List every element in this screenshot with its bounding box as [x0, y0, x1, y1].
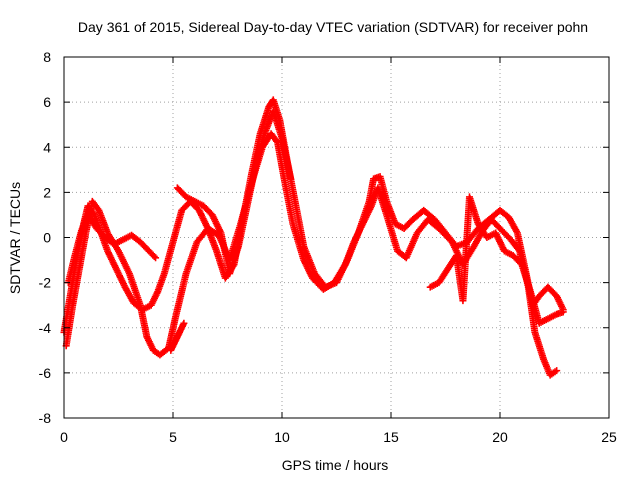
data-point: [152, 254, 160, 262]
y-tick-label: -4: [39, 320, 52, 336]
x-tick-label: 15: [383, 429, 399, 445]
axis-ticks: 0 5 10 15 20 25 -8 -6 -4 -2 0 2 4 6 8: [39, 49, 617, 445]
y-tick-label: -8: [39, 410, 52, 426]
data-point: [287, 175, 295, 183]
x-tick-label: 25: [601, 429, 617, 445]
data-point: [180, 319, 188, 327]
y-tick-label: 4: [43, 139, 51, 155]
chart-title: Day 361 of 2015, Sidereal Day-to-day VTE…: [78, 19, 588, 35]
y-tick-label: 0: [43, 230, 51, 246]
x-axis-label: GPS time / hours: [282, 457, 389, 473]
x-tick-label: 5: [169, 429, 177, 445]
data-points: [60, 96, 567, 379]
y-tick-label: 2: [43, 184, 51, 200]
y-tick-label: 6: [43, 94, 51, 110]
y-tick-label: -6: [39, 365, 52, 381]
y-tick-label: -2: [39, 275, 52, 291]
y-axis-label: SDTVAR / TECUs: [7, 182, 23, 294]
data-point: [553, 367, 561, 375]
x-tick-label: 10: [274, 429, 290, 445]
data-point: [559, 308, 567, 316]
data-point: [273, 137, 281, 145]
data-point: [150, 252, 158, 260]
x-tick-label: 20: [492, 429, 508, 445]
x-tick-label: 0: [60, 429, 68, 445]
y-tick-label: 8: [43, 49, 51, 65]
grid-lines: [64, 57, 609, 418]
